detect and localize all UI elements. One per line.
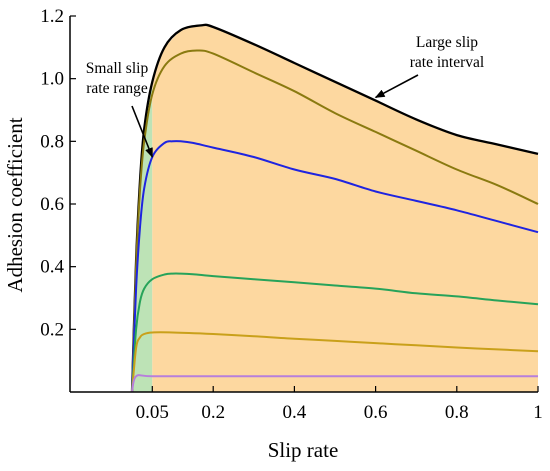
annotation-arrow-2 <box>374 74 419 99</box>
x-tick-label-2: 0.2 <box>201 402 225 423</box>
series-lines <box>130 23 539 393</box>
series-line-2 <box>131 49 539 393</box>
x-tick-label-5: 0.8 <box>445 402 469 423</box>
y-tick-label-2: 0.4 <box>40 257 64 278</box>
series-line-4 <box>131 272 539 393</box>
y-tick-label-3: 0.6 <box>40 194 64 215</box>
y-tick-label-6: 1.2 <box>40 6 64 27</box>
annotations: Small slip rate range Large slip rate inter… <box>86 34 484 158</box>
annotation-arrow-1 <box>131 105 154 158</box>
y-axis-label: Adhesion coefficient <box>3 117 27 292</box>
ticks: 0.05 0.2 0.4 0.6 0.8 1 0.2 0.4 0.6 0.8 1.0 1.2 <box>40 6 543 423</box>
shaded-regions <box>132 25 539 393</box>
x-tick-label-6: 1 <box>533 402 543 423</box>
x-tick-label-1: 0.05 <box>136 402 169 423</box>
annotation-1: Small slip rate range <box>86 60 149 97</box>
series-line-3 <box>131 140 539 393</box>
series-line-5 <box>131 331 539 393</box>
annotation-2: Large slip rate interval <box>410 34 484 71</box>
y-tick-label-1: 0.2 <box>40 319 64 340</box>
x-tick-label-4: 0.6 <box>364 402 388 423</box>
x-tick-label-3: 0.4 <box>283 402 307 423</box>
y-tick-label-5: 1.0 <box>40 69 64 90</box>
region-2 <box>152 25 539 392</box>
y-tick-label-4: 0.8 <box>40 131 64 152</box>
series-line-6 <box>131 374 538 393</box>
x-axis-label: Slip rate <box>268 438 339 462</box>
